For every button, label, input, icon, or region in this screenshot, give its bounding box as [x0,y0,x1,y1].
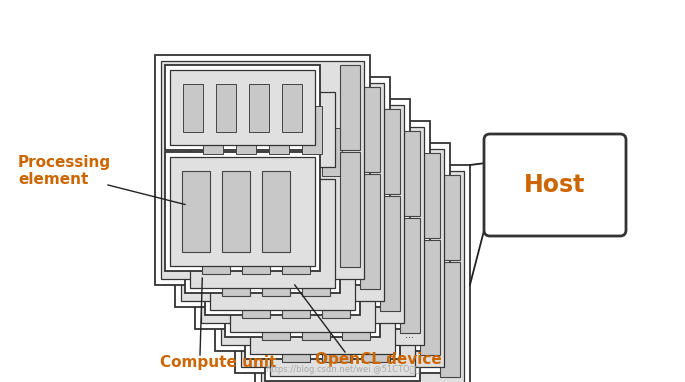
Bar [216,84,236,132]
Bar [155,55,370,285]
Bar [205,196,360,315]
Bar [340,65,360,150]
Bar [215,121,430,351]
Bar [255,165,470,382]
Bar [210,114,355,189]
Bar [236,105,256,154]
FancyBboxPatch shape [484,134,626,236]
Bar [322,128,342,176]
Bar [379,196,400,311]
Bar [342,149,362,198]
Bar [342,259,370,340]
Bar [282,193,310,274]
Bar [249,84,269,132]
Bar [230,223,375,332]
Bar [302,259,330,340]
Bar [223,215,250,296]
Bar [245,240,400,359]
Bar [420,240,440,354]
Bar [181,83,384,301]
Bar [223,171,250,252]
Bar [241,149,444,367]
Bar [265,175,420,260]
Bar [175,77,390,307]
Text: Processing
element: Processing element [18,155,111,188]
Bar [235,143,450,373]
Bar [245,153,400,238]
Bar [223,128,243,176]
Bar [210,201,355,310]
Bar [399,131,420,216]
Text: OpenCL device: OpenCL device [315,352,442,367]
Bar [283,194,303,242]
Bar [190,92,335,167]
Bar [270,267,415,376]
Bar [262,259,290,340]
Bar [242,149,263,198]
Bar [201,105,404,323]
Bar [270,180,415,255]
Bar [362,172,382,220]
Bar [165,65,320,150]
Bar [309,149,329,198]
Bar [256,128,276,176]
Bar [195,99,410,329]
Bar [323,237,350,318]
Text: Compute unit: Compute unit [160,355,276,370]
Bar [382,194,402,242]
Bar [185,173,340,293]
Bar [190,179,335,288]
Bar [263,172,283,220]
Bar [349,194,369,242]
Bar [379,109,400,194]
Bar [185,87,340,172]
Bar [261,171,464,382]
Bar [302,105,322,154]
Bar [225,218,379,337]
Bar [440,175,460,260]
Bar [203,193,230,274]
Bar [276,149,296,198]
Bar [225,131,379,216]
Bar [296,172,316,220]
Bar [362,281,390,362]
Bar [182,171,210,252]
Bar [360,87,380,172]
Bar [340,152,360,267]
Bar [230,136,375,211]
Bar [316,194,336,242]
Bar [250,244,395,354]
Bar [323,281,350,362]
Bar [165,152,320,271]
Text: https://blog.csdn.net/wei @51CTO博客: https://blog.csdn.net/wei @51CTO博客 [266,365,419,374]
Bar [265,262,420,381]
Text: ...: ... [405,330,414,340]
Bar [242,193,270,274]
Bar [170,70,315,145]
Bar [183,84,203,132]
Bar [282,84,302,132]
Bar [203,105,223,154]
Bar [420,153,440,238]
Bar [161,61,364,279]
Bar [170,157,315,266]
Bar [289,128,309,176]
Bar [329,172,349,220]
Bar [440,262,460,377]
Bar [360,173,380,288]
Text: Host: Host [524,173,586,197]
Bar [221,127,424,345]
Bar [282,237,310,318]
Bar [262,215,290,296]
Bar [399,218,420,333]
Bar [282,281,310,362]
Bar [269,105,289,154]
Bar [262,171,290,252]
Bar [250,158,395,233]
Bar [302,215,330,296]
Bar [205,109,360,194]
Bar [242,237,270,318]
